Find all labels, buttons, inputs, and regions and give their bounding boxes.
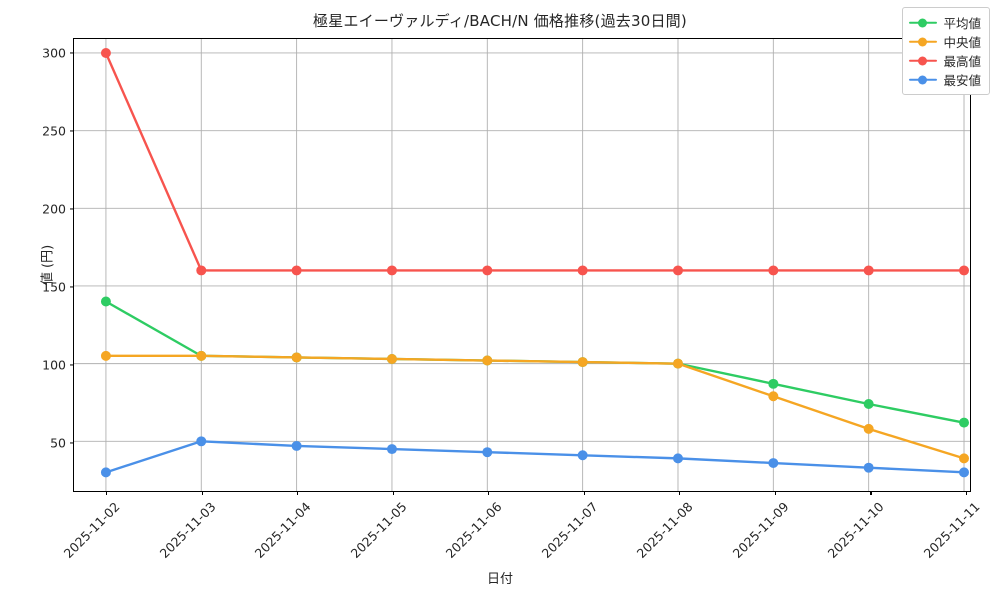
data-point-marker — [100, 48, 111, 58]
data-point-marker — [291, 352, 302, 363]
legend-item[interactable]: 中央値 — [909, 32, 981, 51]
data-point-marker — [100, 467, 111, 478]
data-point-marker — [196, 350, 207, 361]
y-tick-label: 50 — [50, 435, 66, 451]
data-point-marker — [959, 265, 970, 276]
data-point-marker — [100, 296, 111, 307]
x-tick-label: 2025-11-06 — [442, 499, 505, 561]
series-line — [104, 440, 966, 474]
y-tick-mark — [70, 52, 74, 54]
x-tick-mark — [201, 491, 203, 495]
data-point-marker — [672, 358, 683, 369]
data-point-marker — [196, 265, 207, 276]
data-point-marker — [291, 265, 302, 276]
y-tick-mark — [70, 130, 74, 132]
x-tick-label: 2025-11-08 — [633, 499, 696, 561]
x-axis-label: 日付 — [486, 572, 513, 587]
x-tick-mark — [870, 491, 872, 495]
x-tick-label: 2025-11-05 — [347, 499, 410, 561]
y-tick-mark — [70, 286, 74, 288]
data-point-marker — [672, 265, 683, 276]
y-tick-mark — [70, 364, 74, 366]
y-tick-mark — [70, 208, 74, 210]
x-tick-label: 2025-11-02 — [60, 499, 123, 561]
y-tick-label: 250 — [42, 123, 66, 139]
legend-label: 最高値 — [943, 54, 981, 69]
legend-label: 最安値 — [943, 73, 981, 88]
data-point-marker — [959, 417, 970, 428]
x-tick-label: 2025-11-11 — [920, 499, 983, 561]
chart-legend: 平均値中央値最高値最安値 — [902, 7, 990, 95]
y-tick-label: 150 — [42, 279, 66, 295]
series-line — [104, 354, 966, 460]
data-point-marker — [577, 357, 588, 368]
x-tick-label: 2025-11-09 — [729, 499, 792, 561]
data-point-marker — [482, 355, 493, 366]
x-tick-mark — [679, 491, 681, 495]
legend-swatch-icon — [909, 73, 938, 87]
legend-label: 平均値 — [943, 16, 981, 31]
x-tick-mark — [392, 491, 394, 495]
y-tick-label: 300 — [42, 45, 66, 61]
legend-item[interactable]: 最安値 — [909, 70, 981, 89]
chart-title: 極星エイーヴァルディ/BACH/N 価格推移(過去30日間) — [313, 12, 687, 30]
legend-swatch-icon — [909, 54, 938, 68]
x-tick-label: 2025-11-03 — [156, 499, 219, 561]
data-point-marker — [959, 467, 970, 478]
legend-item[interactable]: 最高値 — [909, 51, 981, 70]
plot-area: 50 100 150 200 250 300 2025-11-02 2025-11-03 20… — [41, 38, 983, 561]
series-lines — [100, 48, 970, 478]
data-point-marker — [386, 444, 397, 455]
data-point-marker — [196, 436, 207, 447]
data-point-marker — [768, 378, 779, 389]
y-tick-label: 200 — [42, 201, 66, 217]
data-point-marker — [768, 265, 779, 276]
data-point-marker — [863, 462, 874, 473]
x-tick-label: 2025-11-10 — [825, 499, 888, 561]
data-point-marker — [386, 265, 397, 276]
data-point-marker — [577, 265, 588, 276]
data-point-marker — [291, 440, 302, 451]
x-tick-label: 2025-11-04 — [251, 499, 314, 561]
x-tick-mark — [966, 491, 968, 495]
legend-swatch-icon — [909, 35, 938, 49]
data-point-marker — [863, 423, 874, 434]
y-axis-label: 値 (円) — [40, 244, 56, 286]
data-point-marker — [482, 265, 493, 276]
gridlines — [74, 39, 970, 491]
data-point-marker — [386, 353, 397, 364]
x-tick-label: 2025-11-07 — [538, 499, 601, 561]
data-point-marker — [863, 399, 874, 409]
data-point-marker — [100, 350, 111, 361]
data-point-marker — [482, 447, 493, 458]
x-tick-mark — [774, 491, 776, 495]
data-point-marker — [768, 391, 779, 402]
x-tick-mark — [106, 491, 108, 495]
data-point-marker — [577, 450, 588, 461]
y-tick-label: 100 — [42, 357, 66, 373]
data-point-marker — [863, 265, 874, 276]
x-tick-mark — [583, 491, 585, 495]
series-line — [104, 51, 966, 272]
y-tick-mark — [70, 442, 74, 444]
data-point-marker — [959, 453, 970, 464]
legend-label: 中央値 — [943, 35, 981, 50]
legend-item[interactable]: 平均値 — [909, 13, 981, 32]
data-point-marker — [768, 458, 779, 469]
data-point-marker — [672, 453, 683, 464]
x-tick-mark — [297, 491, 299, 495]
legend-swatch-icon — [909, 16, 938, 30]
x-tick-mark — [488, 491, 490, 495]
